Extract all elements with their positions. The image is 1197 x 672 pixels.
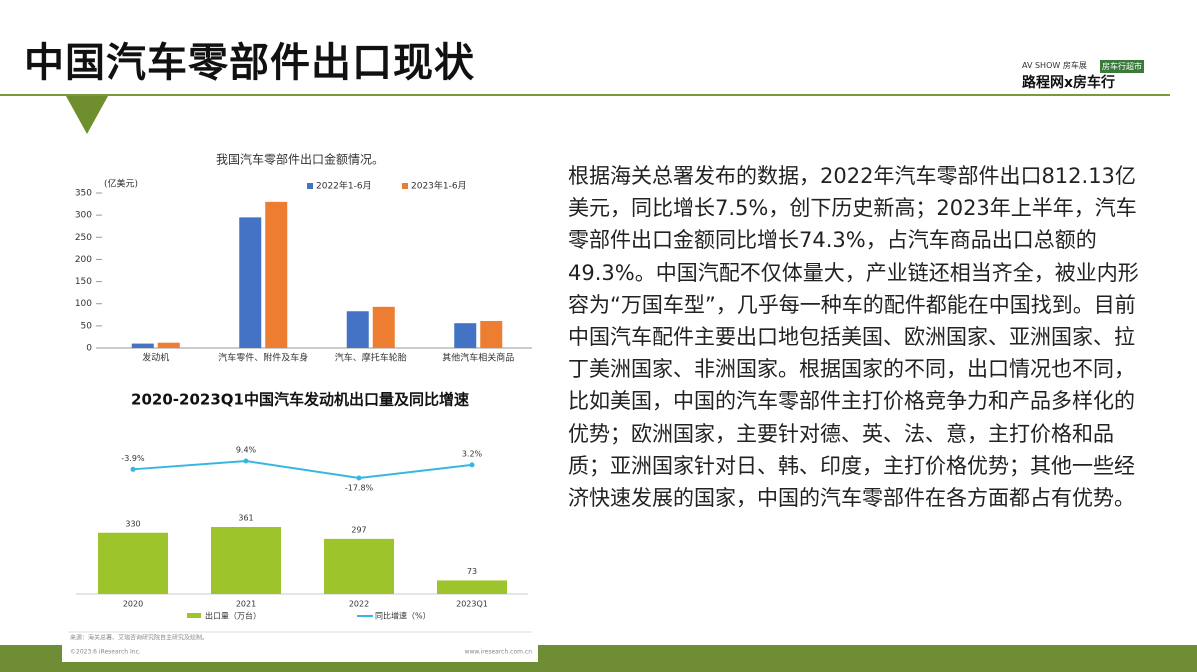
x-tick-label: 2021 <box>236 600 256 609</box>
y-tick-label: 300 <box>75 211 92 221</box>
divider <box>0 94 1170 96</box>
x-tick-label: 2023Q1 <box>456 600 488 609</box>
x-tick-label: 发动机 <box>142 352 169 364</box>
bar <box>346 311 369 348</box>
y-tick-label: 100 <box>75 299 92 309</box>
bar <box>131 343 154 348</box>
body-text: 根据海关总署发布的数据，2022年汽车零部件出口812.13亿美元，同比增长7.… <box>568 164 1139 511</box>
bar <box>265 201 288 348</box>
x-tick-label: 其他汽车相关商品 <box>442 352 514 364</box>
legend-swatch <box>187 613 201 618</box>
data-label: 361 <box>238 514 253 523</box>
logo: 房车行超市 <box>1100 60 1144 73</box>
bar <box>157 342 180 348</box>
bar <box>437 580 507 594</box>
bar <box>239 217 262 348</box>
bar <box>454 323 477 348</box>
data-label: -3.9% <box>121 454 145 463</box>
x-tick-label: 汽车、摩托车轮胎 <box>335 352 407 364</box>
bar <box>98 532 168 594</box>
data-label: 330 <box>125 519 140 528</box>
logo: AV SHOW 房车展 <box>1022 61 1087 70</box>
x-tick-label: 汽车零件、附件及车身 <box>218 352 308 364</box>
data-label: 297 <box>351 525 366 534</box>
y-axis-label: (亿美元) <box>104 178 138 190</box>
legend-label: 2023年1-6月 <box>411 180 467 192</box>
data-label: 73 <box>467 567 477 576</box>
legend-label: 同比增速（%） <box>375 611 431 621</box>
legend-label: 出口量（万台） <box>205 611 261 621</box>
y-tick-label: 50 <box>81 321 93 331</box>
y-tick-label: 200 <box>75 255 92 265</box>
chart-title: 我国汽车零部件出口金额情况。 <box>216 152 384 167</box>
point <box>243 458 249 464</box>
bar <box>372 306 395 348</box>
legend-swatch <box>307 183 313 189</box>
y-tick-label: 0 <box>86 344 92 354</box>
chart-panel: 我国汽车零部件出口金额情况。 (亿美元) 0 50 100 150 200 250 300 350… <box>62 140 538 662</box>
copyright: ©2023.6 iResearch Inc. <box>70 649 141 656</box>
point <box>130 466 136 472</box>
data-label: 9.4% <box>236 446 257 455</box>
website: www.iresearch.com.cn <box>465 649 533 656</box>
bar <box>324 538 394 594</box>
triangle <box>66 96 108 134</box>
point <box>356 475 362 481</box>
bar <box>211 527 281 594</box>
slide-title: 中国汽车零部件出口现状 <box>24 40 475 86</box>
line <box>132 459 473 480</box>
bar <box>480 320 503 348</box>
point <box>469 462 475 468</box>
x-tick-label: 2022 <box>349 600 369 609</box>
y-tick-label: 350 <box>75 189 92 199</box>
data-label: -17.8% <box>345 484 374 493</box>
x-tick-label: 2020 <box>123 600 143 609</box>
y-tick-label: 150 <box>75 277 92 287</box>
data-label: 3.2% <box>462 449 483 458</box>
chart-title: 2020-2023Q1中国汽车发动机出口量及同比增速 <box>131 391 469 409</box>
logo-caption: 路程网x房车行 <box>1022 75 1116 91</box>
y-tick-label: 250 <box>75 233 92 243</box>
source: 来源：海关总署、艾瑞咨询研究院自主研究及绘制。 <box>70 634 208 642</box>
legend-label: 2022年1-6月 <box>316 180 372 192</box>
legend-swatch <box>402 183 408 189</box>
